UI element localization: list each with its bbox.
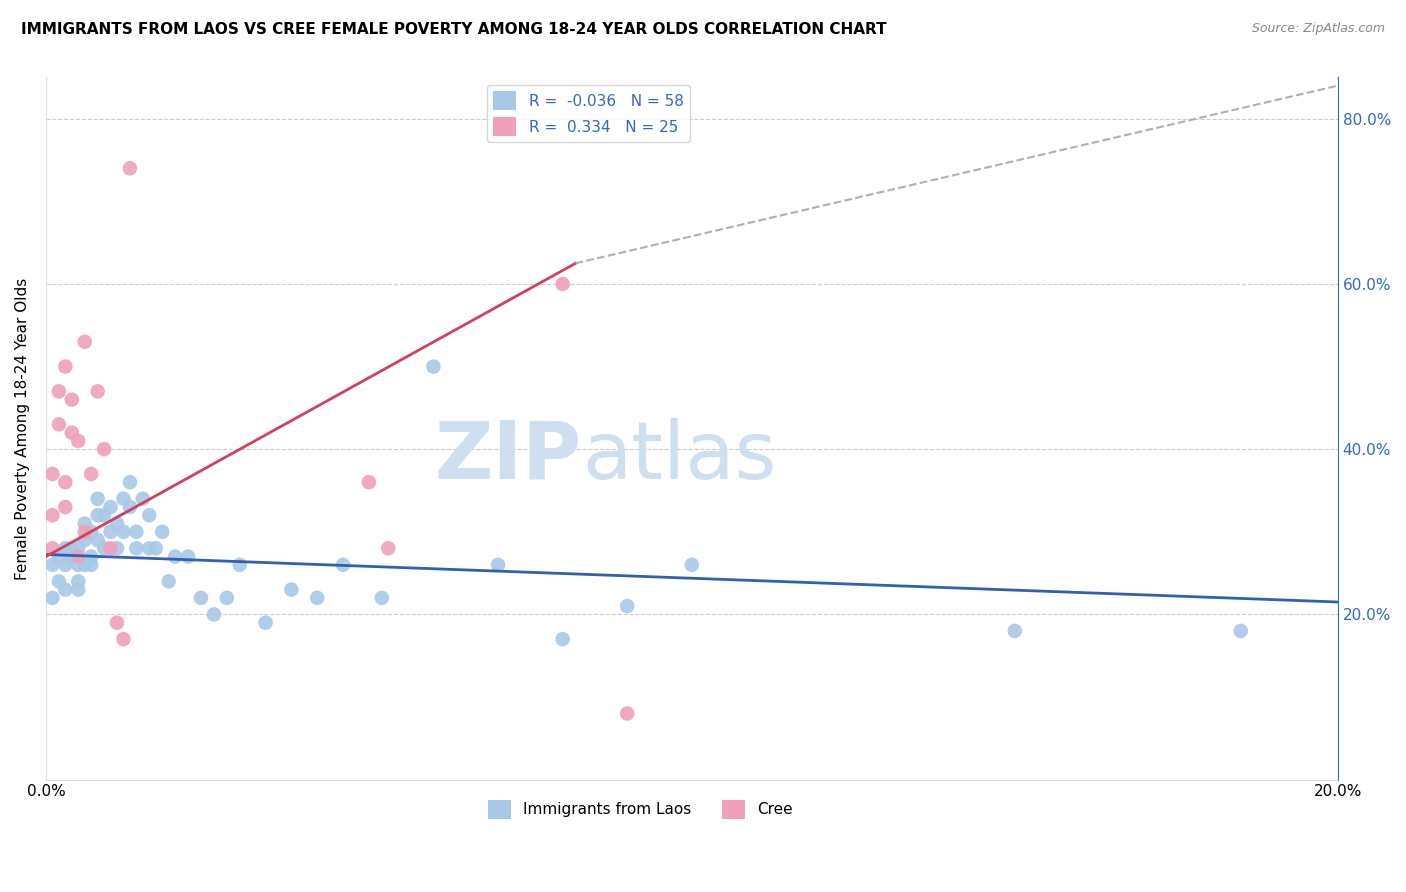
Point (73, 516, 96, 531)
Point (80, 549, 103, 564)
Point (67, 558, 90, 572)
Point (118, 500, 141, 514)
Text: IMMIGRANTS FROM LAOS VS CREE FEMALE POVERTY AMONG 18-24 YEAR OLDS CORRELATION CH: IMMIGRANTS FROM LAOS VS CREE FEMALE POVE… (21, 22, 887, 37)
Point (125, 541, 148, 556)
Point (80, 524, 103, 539)
Point (100, 541, 122, 556)
Point (53, 558, 76, 572)
Point (112, 524, 135, 539)
Point (165, 549, 187, 564)
Point (138, 508, 160, 523)
Point (105, 516, 128, 531)
Point (86, 508, 108, 523)
Legend: Immigrants from Laos, Cree: Immigrants from Laos, Cree (482, 794, 799, 824)
Point (1004, 624, 1026, 638)
Point (681, 558, 703, 572)
Text: Source: ZipAtlas.com: Source: ZipAtlas.com (1251, 22, 1385, 36)
Point (48, 384, 70, 399)
Point (105, 615, 128, 630)
Point (41, 508, 63, 523)
Point (53, 582, 76, 597)
Point (118, 475, 141, 490)
Point (41, 558, 63, 572)
Point (48, 549, 70, 564)
Point (551, 632, 574, 647)
Point (93, 508, 115, 523)
Point (53, 500, 76, 514)
Point (53, 359, 76, 374)
Point (53, 475, 76, 490)
Point (190, 591, 212, 605)
Point (53, 541, 76, 556)
Text: atlas: atlas (582, 417, 776, 496)
Point (150, 524, 173, 539)
Point (48, 417, 70, 432)
Point (112, 491, 135, 506)
Point (67, 549, 90, 564)
Point (41, 467, 63, 481)
Point (202, 607, 225, 622)
Point (377, 541, 399, 556)
Point (73, 524, 96, 539)
Point (215, 591, 238, 605)
Point (60, 541, 83, 556)
Point (93, 541, 115, 556)
Point (67, 434, 90, 448)
Point (73, 334, 96, 349)
Point (486, 558, 509, 572)
Point (60, 392, 83, 407)
Point (422, 359, 444, 374)
Point (332, 558, 354, 572)
Point (100, 500, 122, 514)
Point (67, 541, 90, 556)
Point (60, 425, 83, 440)
Point (80, 558, 103, 572)
Point (118, 161, 141, 176)
Point (41, 541, 63, 556)
Point (280, 582, 302, 597)
Point (86, 533, 108, 547)
Point (67, 582, 90, 597)
Point (41, 591, 63, 605)
Point (73, 558, 96, 572)
Point (125, 524, 148, 539)
Point (157, 574, 180, 589)
Point (60, 549, 83, 564)
Point (112, 632, 135, 647)
Point (177, 549, 200, 564)
Y-axis label: Female Poverty Among 18-24 Year Olds: Female Poverty Among 18-24 Year Olds (15, 277, 30, 580)
Point (616, 599, 638, 614)
Point (93, 442, 115, 457)
Point (67, 574, 90, 589)
Point (371, 591, 394, 605)
Point (357, 475, 380, 490)
Point (86, 384, 108, 399)
Point (132, 491, 155, 506)
Point (307, 591, 329, 605)
Point (138, 541, 160, 556)
Point (254, 615, 277, 630)
Point (86, 491, 108, 506)
Point (100, 524, 122, 539)
Point (616, 706, 638, 721)
Point (73, 533, 96, 547)
Point (80, 467, 103, 481)
Point (145, 541, 167, 556)
Point (105, 541, 128, 556)
Point (1229, 624, 1251, 638)
Point (551, 277, 574, 291)
Text: ZIP: ZIP (434, 417, 582, 496)
Point (228, 558, 250, 572)
Point (48, 574, 70, 589)
